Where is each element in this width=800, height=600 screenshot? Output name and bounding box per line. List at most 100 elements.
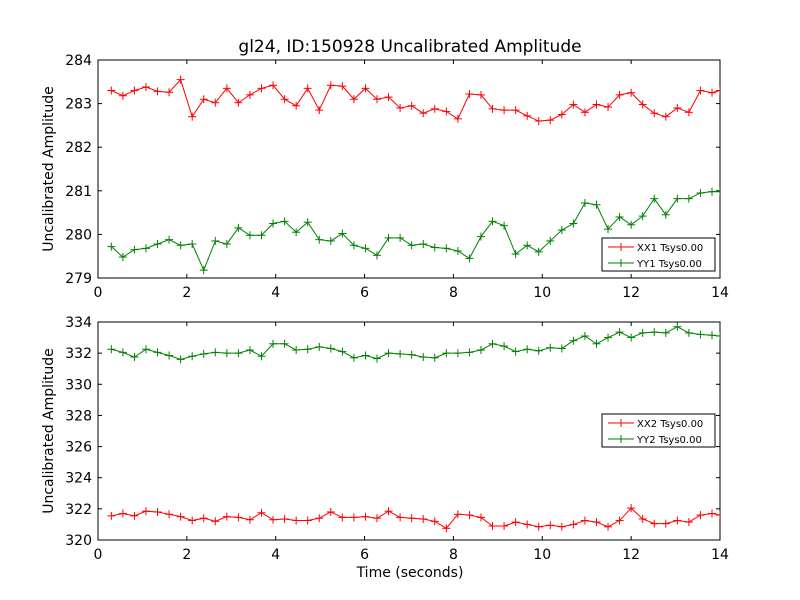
y-tick-label: 281 (65, 184, 92, 200)
data-point (188, 112, 197, 121)
y-axis-label: Uncalibrated Amplitude (41, 348, 57, 514)
data-point (546, 343, 555, 352)
data-point (234, 349, 243, 358)
data-point (615, 212, 624, 221)
data-point (627, 333, 636, 342)
data-point (673, 194, 682, 203)
data-point (130, 511, 139, 520)
data-point (315, 235, 324, 244)
x-tick-label: 14 (711, 547, 729, 563)
data-point (716, 511, 720, 520)
data-point (592, 339, 601, 348)
x-tick-label: 2 (182, 285, 191, 301)
data-point (627, 220, 636, 229)
data-point (546, 521, 555, 530)
data-point (476, 232, 485, 241)
data-point (280, 217, 289, 226)
data-point (199, 349, 208, 358)
data-point (269, 81, 278, 90)
data-point (696, 86, 705, 95)
y-tick-label: 324 (65, 471, 92, 487)
data-point (222, 84, 231, 93)
data-point (465, 511, 474, 520)
data-point (396, 349, 405, 358)
data-point (245, 90, 254, 99)
data-point (118, 348, 127, 357)
data-point (269, 219, 278, 228)
data-point (384, 233, 393, 242)
y-tick-label: 280 (65, 227, 92, 243)
data-point (557, 110, 566, 119)
data-point (222, 349, 231, 358)
data-point (384, 349, 393, 358)
series-line (110, 191, 720, 272)
data-point (604, 522, 613, 531)
data-point (523, 111, 532, 120)
data-point (107, 86, 116, 95)
y-tick-label: 326 (65, 440, 92, 456)
data-point (338, 82, 347, 91)
data-point (604, 103, 613, 112)
data-point (141, 244, 150, 253)
data-point (326, 344, 335, 353)
data-point (303, 516, 312, 525)
y-tick-label: 332 (65, 346, 92, 362)
data-point (176, 355, 185, 364)
figure-title: gl24, ID:150928 Uncalibrated Amplitude (238, 37, 581, 57)
x-axis-label: Time (seconds) (356, 565, 464, 581)
x-tick-label: 12 (622, 285, 640, 301)
data-point (315, 514, 324, 523)
legend-label: YY1 Tsys0.00 (636, 259, 702, 270)
data-point (661, 210, 670, 219)
y-tick-label: 334 (65, 315, 92, 331)
data-point (592, 100, 601, 109)
data-point (280, 95, 289, 104)
data-point (488, 104, 497, 113)
data-point (326, 81, 335, 90)
data-point (326, 236, 335, 245)
data-point (534, 117, 543, 126)
data-point (476, 513, 485, 522)
data-point (349, 241, 358, 250)
series-group (107, 322, 720, 533)
data-point (373, 514, 382, 523)
data-point (488, 521, 497, 530)
data-point (118, 253, 127, 262)
data-point (199, 95, 208, 104)
data-point (211, 517, 220, 526)
data-point (188, 239, 197, 248)
data-point (361, 244, 370, 253)
data-point (716, 187, 720, 196)
data-point (684, 328, 693, 337)
data-point (696, 330, 705, 339)
y-tick-label: 330 (65, 377, 92, 393)
data-point (673, 516, 682, 525)
data-point (534, 522, 543, 531)
data-point (211, 348, 220, 357)
data-point (430, 243, 439, 252)
data-point (661, 519, 670, 528)
data-point (257, 231, 266, 240)
data-point (280, 514, 289, 523)
data-point (511, 106, 520, 115)
data-point (430, 353, 439, 362)
data-point (580, 332, 589, 341)
data-point (708, 331, 717, 340)
data-point (442, 244, 451, 253)
data-point (361, 512, 370, 521)
data-point (488, 339, 497, 348)
data-point (638, 212, 647, 221)
data-point (396, 513, 405, 522)
data-point (580, 199, 589, 208)
data-point (476, 346, 485, 355)
data-point (315, 106, 324, 115)
data-point (615, 328, 624, 337)
data-point (292, 228, 301, 237)
data-point (500, 342, 509, 351)
data-point (684, 194, 693, 203)
x-tick-label: 8 (449, 285, 458, 301)
y-tick-label: 283 (65, 97, 92, 113)
data-point (604, 225, 613, 234)
data-point (165, 88, 174, 97)
data-point (523, 520, 532, 529)
